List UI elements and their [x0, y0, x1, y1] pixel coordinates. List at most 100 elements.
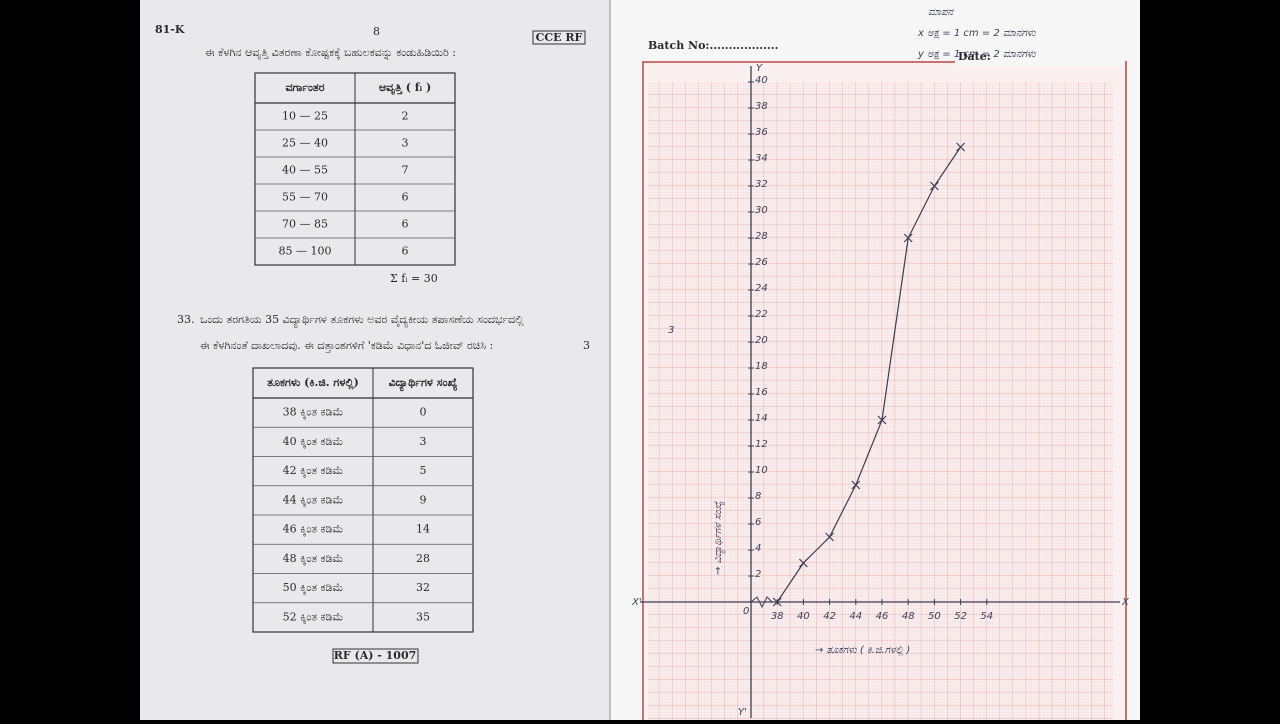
data-point [929, 181, 939, 191]
table-cell: 44 ಕ್ಕಿಂತ ಕಡಿಮೆ [283, 493, 344, 506]
x-tick-label: 50 [928, 611, 941, 622]
table-border [252, 367, 474, 633]
y-axis-label: → ವಿದ್ಯಾರ್ಥಿಗಳ ಸಂಖ್ಯೆ [713, 501, 725, 575]
y-tick-label: 28 [755, 231, 768, 242]
x-tick-label: 48 [902, 611, 915, 622]
table-cell: 28 [416, 552, 430, 565]
data-point [825, 532, 835, 542]
x-tick-label: 52 [954, 611, 967, 622]
axis-letter: X' [631, 597, 642, 608]
origin-label: 0 [743, 606, 749, 617]
table-cell: 7 [402, 164, 409, 177]
table-cell: 2 [402, 110, 409, 123]
scale-note: x ಅಕ್ಷ = 1 cm = 2 ಮಾನಗಳು [917, 28, 1036, 39]
y-tick-label: 2 [755, 569, 761, 580]
x-tick-label: 38 [771, 611, 784, 622]
y-tick-label: 40 [755, 75, 768, 86]
data-point [772, 597, 782, 607]
batch-label: Batch No:.................. [648, 39, 778, 52]
y-tick-label: 20 [755, 335, 768, 346]
y-tick-label: 18 [755, 361, 768, 372]
y-tick-label: 14 [755, 413, 768, 424]
table-cell: 40 ಕ್ಕಿಂತ ಕಡಿಮೆ [283, 435, 344, 448]
table-cell: 32 [416, 581, 430, 594]
x-tick-label: 40 [797, 611, 810, 622]
y-tick-label: 34 [755, 153, 768, 164]
question-text: ಒಂದು ತರಗತಿಯ 35 ವಿದ್ಯಾರ್ಥಿಗಳ ತೂಕಗಳು ಅವರ ವ… [200, 313, 524, 327]
x-tick-label: 46 [876, 611, 889, 622]
scale-title: ಮಾಪನ [928, 7, 954, 18]
table-header: ಆವೃತ್ತಿ ( fᵢ ) [379, 81, 431, 95]
series-code: CCE RF [536, 31, 583, 44]
table-cell: 6 [402, 245, 409, 258]
table-cell: 0 [420, 406, 427, 419]
y-tick-label: 32 [755, 179, 768, 190]
data-point [798, 558, 808, 568]
y-tick-label: 10 [755, 465, 768, 476]
sum: Σ fᵢ = 30 [390, 272, 438, 285]
left-page [140, 0, 610, 720]
table-header: ತೂಕಗಳು (ಕಿ.ಜಿ. ಗಳಲ್ಲಿ) [267, 376, 359, 391]
data-point [956, 142, 966, 152]
table-cell: 25 — 40 [282, 137, 328, 150]
y-tick-label: 12 [755, 439, 768, 450]
y-tick-label: 24 [755, 283, 768, 294]
y-tick-label: 6 [755, 517, 761, 528]
date-label: Date: [958, 50, 991, 63]
table-cell: 6 [402, 218, 409, 231]
table-cell: 6 [402, 191, 409, 204]
table-cell: 38 ಕ್ಕಿಂತ ಕಡಿಮೆ [283, 406, 344, 419]
page-code: 81-K [155, 23, 185, 36]
question-number: 33. [177, 313, 195, 326]
y-tick-label: 4 [755, 543, 761, 554]
x-tick-label: 44 [849, 611, 862, 622]
data-point [903, 233, 913, 243]
axis-letter: Y' [738, 707, 747, 718]
table-cell: 5 [420, 464, 427, 477]
table-cell: 35 [416, 610, 430, 623]
date-boxes [955, 50, 1125, 66]
x-tick-label: 42 [823, 611, 836, 622]
table-cell: 70 — 85 [282, 218, 328, 231]
table-cell: 42 ಕ್ಕಿಂತ ಕಡಿಮೆ [283, 464, 344, 477]
y-tick-label: 30 [755, 205, 768, 216]
table-cell: 52 ಕ್ಕಿಂತ ಕಡಿಮೆ [283, 610, 344, 623]
graph-paper [648, 82, 1113, 722]
table-cell: 48 ಕ್ಕಿಂತ ಕಡಿಮೆ [283, 552, 344, 565]
data-point [877, 415, 887, 425]
scale-note: y ಅಕ್ಷ = 1 cm = 2 ಮಾನಗಳು [917, 49, 1036, 60]
page-number: 8 [373, 25, 380, 38]
axis-letter: X [1121, 597, 1130, 608]
y-tick-label: 16 [755, 387, 768, 398]
footer: RF (A) - 1007 [334, 649, 417, 662]
table-cell: 85 — 100 [279, 245, 332, 258]
data-point [851, 480, 861, 490]
table-cell: 46 ಕ್ಕಿಂತ ಕಡಿಮೆ [283, 523, 344, 536]
y-tick-label: 36 [755, 127, 768, 138]
table-cell: 14 [416, 523, 430, 536]
ogive-line [776, 146, 962, 603]
question-text: ಈ ಕೆಳಗಿನಂತೆ ದಾಖಲಾದವು. ಈ ದತ್ತಾಂಶಗಳಿಗೆ 'ಕಡ… [200, 339, 493, 352]
table-cell: 3 [420, 435, 427, 448]
question-text: ಈ ಕೆಳಗಿನ ಆವೃತ್ತಿ ವಿತರಣಾ ಕೋಷ್ಟಕಕ್ಕೆ ಬಹುಲಕ… [205, 46, 456, 59]
table-cell: 55 — 70 [282, 191, 328, 204]
series-box [532, 30, 586, 45]
table-header: ವರ್ಗಾಂತರ [285, 81, 324, 94]
question-marks: 3 [583, 339, 590, 352]
y-tick-label: 38 [755, 101, 768, 112]
table-cell: 50 ಕ್ಕಿಂತ ಕಡಿಮೆ [283, 581, 344, 594]
marks-awarded: 3 [668, 325, 674, 336]
y-tick-label: 22 [755, 309, 768, 320]
table-cell: 40 — 55 [282, 164, 328, 177]
table-header: ವಿದ್ಯಾರ್ಥಿಗಳ ಸಂಖ್ಯೆ [389, 376, 458, 391]
table-cell: 10 — 25 [282, 110, 328, 123]
x-axis-label: → ತೂಕಗಳು ( ಕಿ.ಜಿ.ಗಳಲ್ಲಿ ) [815, 645, 910, 656]
axis-break [750, 596, 773, 609]
y-tick-label: 26 [755, 257, 768, 268]
footer-box [332, 648, 419, 664]
table-cell: 9 [420, 493, 427, 506]
axis-letter: Y [756, 63, 763, 74]
table-cell: 3 [402, 137, 409, 150]
